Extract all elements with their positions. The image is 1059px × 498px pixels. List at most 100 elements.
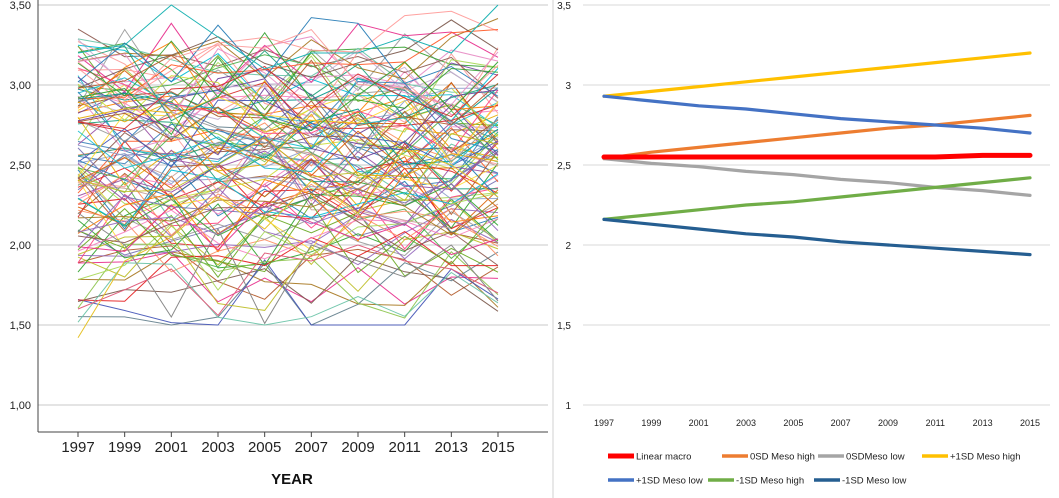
right-y-tick-label: 1 [565, 401, 571, 412]
left-series-line [77, 18, 499, 80]
right-y-tick-labels: 1 1,5 2 2,5 3 3,5 [557, 1, 571, 412]
left-x-tick-label: 2005 [248, 439, 281, 456]
right-series-line--1sd-meso-low [602, 217, 1032, 257]
left-series-line [77, 56, 499, 136]
left-x-tick-labels: 1997 1999 2001 2003 2005 2007 2009 2011 2013 2015 [61, 439, 514, 456]
left-series-line [77, 74, 499, 152]
left-series-line [77, 65, 499, 130]
legend-label: 0SD Meso high [750, 452, 815, 463]
right-x-tick-label: 2003 [736, 418, 756, 428]
right-x-tick-label: 1997 [594, 418, 614, 428]
left-x-tick-label: 1997 [61, 439, 94, 456]
left-series-line [77, 17, 499, 97]
left-series-line [77, 130, 499, 209]
left-series-line [77, 245, 499, 300]
left-y-tick-label: 3,50 [10, 0, 31, 12]
left-x-tick-label: 2003 [201, 439, 234, 456]
left-x-tick-label: 2013 [435, 439, 468, 456]
left-y-tick-label: 3,00 [10, 80, 31, 92]
left-x-tick-label: 2011 [389, 439, 421, 456]
right-series-line--1sd-meso-high [602, 51, 1032, 98]
left-x-tick-label: 2015 [481, 439, 514, 456]
right-x-tick-label: 2011 [926, 418, 945, 428]
left-series-line [77, 148, 499, 339]
right-series-line-linear-macro [601, 152, 1033, 160]
left-series-line [77, 143, 499, 222]
legend-label: +1SD Meso low [636, 476, 703, 487]
right-y-tick-label: 2,5 [557, 161, 571, 172]
left-series-line [77, 88, 499, 163]
right-x-tick-label: 2005 [783, 418, 803, 428]
legend-label: -1SD Meso high [736, 476, 804, 487]
left-series-lines [77, 4, 499, 339]
left-series-line [77, 70, 499, 132]
left-series-line [77, 147, 499, 215]
left-y-tick-label: 2,00 [10, 240, 31, 252]
left-series-line [77, 182, 499, 236]
left-y-tick-label: 1,00 [10, 400, 31, 412]
left-x-tick-label: 2009 [341, 439, 374, 456]
right-series-line-0sd-meso-high [602, 113, 1032, 161]
left-series-line [77, 251, 499, 305]
left-y-tick-label: 1,50 [10, 320, 31, 332]
left-x-tick-label: 1999 [108, 439, 141, 456]
left-x-tick-label: 2001 [155, 439, 188, 456]
legend-label: 0SDMeso low [846, 452, 905, 463]
left-series-line [77, 183, 499, 266]
left-series-line [77, 183, 499, 264]
left-series-line [77, 80, 499, 152]
left-series-line [77, 212, 499, 325]
left-series-line [77, 192, 499, 291]
right-series-lines [601, 51, 1033, 257]
left-series-line [77, 117, 499, 173]
left-series-line [77, 202, 499, 274]
left-series-line [77, 28, 499, 99]
left-series-line [77, 199, 499, 278]
left-series-line [77, 251, 499, 326]
right-series-line--1sd-meso-high [602, 176, 1032, 221]
left-series-line [77, 81, 499, 133]
right-x-tick-label: 2001 [689, 418, 709, 428]
left-series-line [77, 4, 499, 70]
left-series-line [77, 262, 499, 326]
left-series-line [77, 231, 499, 311]
right-x-tick-label: 2007 [831, 418, 851, 428]
right-series-line--1sd-meso-low [602, 94, 1032, 135]
left-series-line [77, 139, 499, 220]
right-y-tick-label: 1,5 [557, 321, 571, 332]
left-y-tick-label: 2,50 [10, 160, 31, 172]
left-series-line [77, 200, 499, 256]
left-series-line [77, 75, 499, 178]
left-series-line [77, 136, 499, 207]
left-series-line [77, 80, 499, 157]
right-y-tick-label: 3 [565, 81, 571, 92]
left-series-line [77, 22, 499, 93]
left-series-line [77, 134, 499, 198]
legend-label: +1SD Meso high [950, 452, 1021, 463]
right-y-tick-label: 3,5 [557, 1, 571, 12]
left-series-line [77, 169, 499, 227]
left-series-line [77, 99, 499, 168]
right-legend: Linear macro 0SD Meso high 0SDMeso low +1SD… [608, 452, 1021, 487]
right-gridlines [583, 4, 1050, 406]
right-y-tick-label: 2 [565, 241, 571, 252]
left-x-tick-label: 2007 [295, 439, 328, 456]
right-x-tick-label: 2013 [973, 418, 993, 428]
left-series-line [77, 244, 499, 317]
left-series-line [77, 36, 499, 94]
left-series-line [77, 171, 499, 253]
left-series-line [77, 192, 499, 266]
left-series-line [77, 54, 499, 127]
left-series-line [77, 259, 499, 326]
left-series-line [77, 87, 499, 160]
right-x-tick-label: 1999 [641, 418, 661, 428]
legend-label: -1SD Meso low [842, 476, 907, 487]
right-x-tick-label: 2015 [1020, 418, 1040, 428]
left-series-line [77, 209, 499, 260]
left-y-tick-labels: 1,00 1,50 2,00 2,50 3,00 3,50 [10, 0, 31, 412]
left-series-line [77, 84, 499, 150]
right-series-line-0sdmeso-low [602, 157, 1032, 197]
left-series-line [77, 108, 499, 177]
